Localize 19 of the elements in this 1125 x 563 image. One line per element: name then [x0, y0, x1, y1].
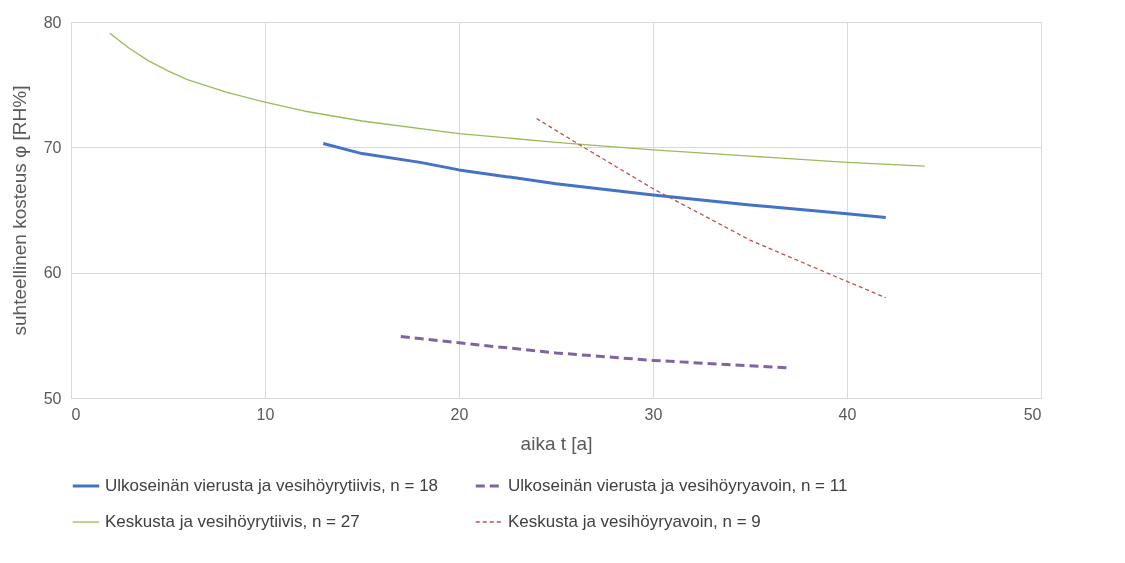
- x-tick-label: 40: [838, 405, 857, 423]
- y-axis-title: suhteellinen kosteus φ [RH%]: [8, 85, 30, 336]
- legend-label: Keskusta ja vesihöyryavoin, n = 9: [508, 512, 761, 531]
- x-tick-label: 50: [1023, 405, 1042, 423]
- y-tick-label: 50: [43, 389, 62, 407]
- line-series: [535, 117, 887, 299]
- legend-label: Ulkoseinän vierusta ja vesihöyryavoin, n = 11: [508, 476, 848, 495]
- y-tick-label: 70: [43, 138, 62, 156]
- line-series: [109, 32, 926, 167]
- x-tick-label: 20: [450, 405, 469, 423]
- y-tick-label: 80: [43, 13, 62, 31]
- legend-label: Keskusta ja vesihöyrytiivis, n = 27: [105, 512, 360, 531]
- x-tick-label: 10: [256, 405, 275, 423]
- legend-label: Ulkoseinän vierusta ja vesihöyrytiivis, n = 18: [105, 476, 439, 495]
- x-tick-label: 0: [71, 405, 81, 423]
- line-series: [321, 142, 888, 220]
- x-tick-label: 30: [644, 405, 663, 423]
- x-axis-title: aika t [a]: [520, 432, 593, 454]
- y-tick-label: 60: [43, 264, 62, 282]
